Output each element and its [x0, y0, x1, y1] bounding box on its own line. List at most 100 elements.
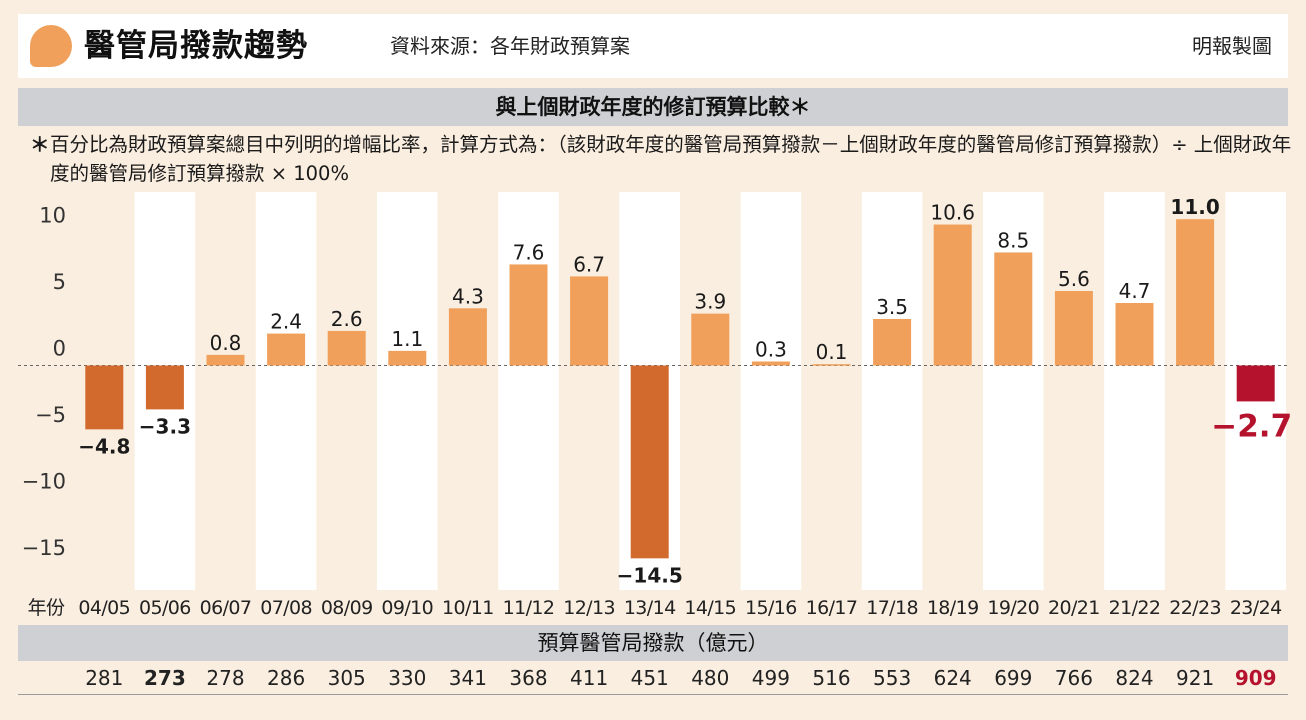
bar-17-18: [873, 318, 912, 366]
header-panel: 醫管局撥款趨勢 資料來源：各年財政預算案 明報製圖: [18, 14, 1288, 78]
bar-11-12: [509, 264, 548, 366]
bar-04-05: [85, 365, 124, 430]
bar-18-19: [933, 224, 972, 366]
total-value-05-06: 273: [144, 666, 186, 690]
bar-16-17: [812, 364, 851, 366]
total-value-06-07: 278: [206, 666, 245, 690]
bar-06-07: [206, 354, 245, 366]
page-title: 醫管局撥款趨勢: [84, 28, 308, 64]
total-value-14-15: 480: [691, 666, 730, 690]
value-label-10-11: 4.3: [452, 284, 484, 308]
total-value-21-22: 824: [1115, 666, 1154, 690]
totals-label: 預算醫管局撥款（億元）: [537, 631, 769, 655]
x-tick-label: 06/07: [200, 597, 252, 619]
bar-23-24: [1236, 365, 1275, 402]
bar-22-23: [1176, 219, 1215, 366]
x-axis-label: 年份: [28, 597, 65, 619]
total-value-18-19: 624: [933, 666, 972, 690]
value-label-04-05: −4.8: [78, 434, 130, 458]
speech-bubble-icon: [30, 25, 72, 67]
total-value-13-14: 451: [630, 666, 669, 690]
value-label-13-14: −14.5: [617, 563, 683, 587]
x-tick-label: 17/18: [866, 597, 918, 619]
value-label-21-22: 4.7: [1119, 279, 1151, 303]
total-value-16-17: 516: [812, 666, 851, 690]
x-tick-label: 13/14: [624, 597, 676, 619]
value-label-05-06: −3.3: [139, 414, 191, 438]
x-tick-label: 21/22: [1109, 597, 1161, 619]
bar-15-16: [751, 361, 790, 366]
x-tick-label: 07/08: [260, 597, 312, 619]
bar-14-15: [691, 313, 730, 366]
subtitle-bar: 與上個財政年度的修訂預算比較＊: [18, 88, 1288, 126]
x-tick-label: 20/21: [1048, 597, 1100, 619]
total-value-23-24: 909: [1234, 666, 1277, 690]
x-tick-label: 14/15: [684, 597, 736, 619]
bar-12-13: [570, 276, 609, 366]
totals-divider: [18, 694, 1288, 695]
x-tick-label: 19/20: [987, 597, 1039, 619]
x-tick-label: 11/12: [503, 597, 555, 619]
bar-05-06: [145, 365, 184, 410]
x-tick-label: 05/06: [139, 597, 191, 619]
total-value-20-21: 766: [1054, 666, 1093, 690]
total-value-12-13: 411: [570, 666, 609, 690]
column-band-21-22: [1104, 192, 1165, 590]
bar-07-08: [267, 333, 306, 366]
total-value-09-10: 330: [388, 666, 427, 690]
y-tick-label: −5: [35, 403, 66, 427]
x-tick-label: 12/13: [563, 597, 615, 619]
x-tick-label: 15/16: [745, 597, 797, 619]
totals-header: 預算醫管局撥款（億元）: [18, 625, 1288, 661]
value-label-15-16: 0.3: [755, 338, 787, 362]
y-tick-label: 0: [53, 337, 66, 361]
x-tick-label: 16/17: [806, 597, 858, 619]
value-label-09-10: 1.1: [391, 327, 423, 351]
value-label-07-08: 2.4: [270, 310, 302, 334]
total-value-19-20: 699: [994, 666, 1033, 690]
column-band-11-12: [498, 192, 559, 590]
value-label-08-09: 2.6: [331, 307, 363, 331]
value-label-22-23: 11.0: [1170, 195, 1219, 219]
x-tick-label: 10/11: [442, 597, 494, 619]
bar-08-09: [327, 330, 366, 366]
bar-21-22: [1115, 302, 1154, 366]
bar-10-11: [448, 308, 487, 366]
x-tick-label: 04/05: [78, 597, 130, 619]
total-value-15-16: 499: [751, 666, 790, 690]
x-tick-label: 08/09: [321, 597, 373, 619]
graphic-credit: 明報製圖: [1192, 34, 1272, 58]
total-value-07-08: 286: [267, 666, 306, 690]
value-label-17-18: 3.5: [876, 295, 908, 319]
total-value-11-12: 368: [509, 666, 548, 690]
x-tick-label: 22/23: [1169, 597, 1221, 619]
x-tick-label: 18/19: [927, 597, 979, 619]
value-label-06-07: 0.8: [210, 331, 242, 355]
bar-20-21: [1054, 291, 1093, 366]
x-tick-label: 09/10: [381, 597, 433, 619]
bar-13-14: [630, 365, 669, 559]
bar-chart: 10 5 0 −5 −10 −15 −4.8 04/05 −3.3 05/06 0.8 06/07 2.…: [18, 192, 1292, 619]
y-tick-label: 5: [53, 270, 66, 294]
column-band-17-18: [861, 192, 923, 590]
value-label-16-17: 0.1: [816, 340, 848, 364]
total-value-17-18: 553: [873, 666, 912, 690]
y-tick-label: −15: [22, 536, 66, 560]
footnote-star: ＊: [30, 133, 50, 156]
value-label-20-21: 5.6: [1058, 267, 1090, 291]
y-tick-label: 10: [39, 204, 66, 228]
value-label-23-24: −2.7: [1211, 408, 1292, 444]
total-value-08-09: 305: [327, 666, 366, 690]
footnote: ＊ 百分比為財政預算案總目中列明的增幅比率，計算方式為：（該財政年度的醫管局預算…: [30, 130, 1292, 188]
total-value-04-05: 281: [85, 666, 124, 690]
footnote-text: 百分比為財政預算案總目中列明的增幅比率，計算方式為：（該財政年度的醫管局預算撥款…: [50, 133, 1292, 185]
column-band-15-16: [740, 192, 802, 590]
value-label-19-20: 8.5: [997, 228, 1029, 252]
value-label-18-19: 10.6: [930, 201, 975, 225]
total-value-22-23: 921: [1176, 666, 1215, 690]
value-label-14-15: 3.9: [694, 290, 726, 314]
bar-09-10: [388, 350, 427, 366]
bar-19-20: [994, 252, 1033, 366]
x-tick-label: 23/24: [1230, 597, 1282, 619]
